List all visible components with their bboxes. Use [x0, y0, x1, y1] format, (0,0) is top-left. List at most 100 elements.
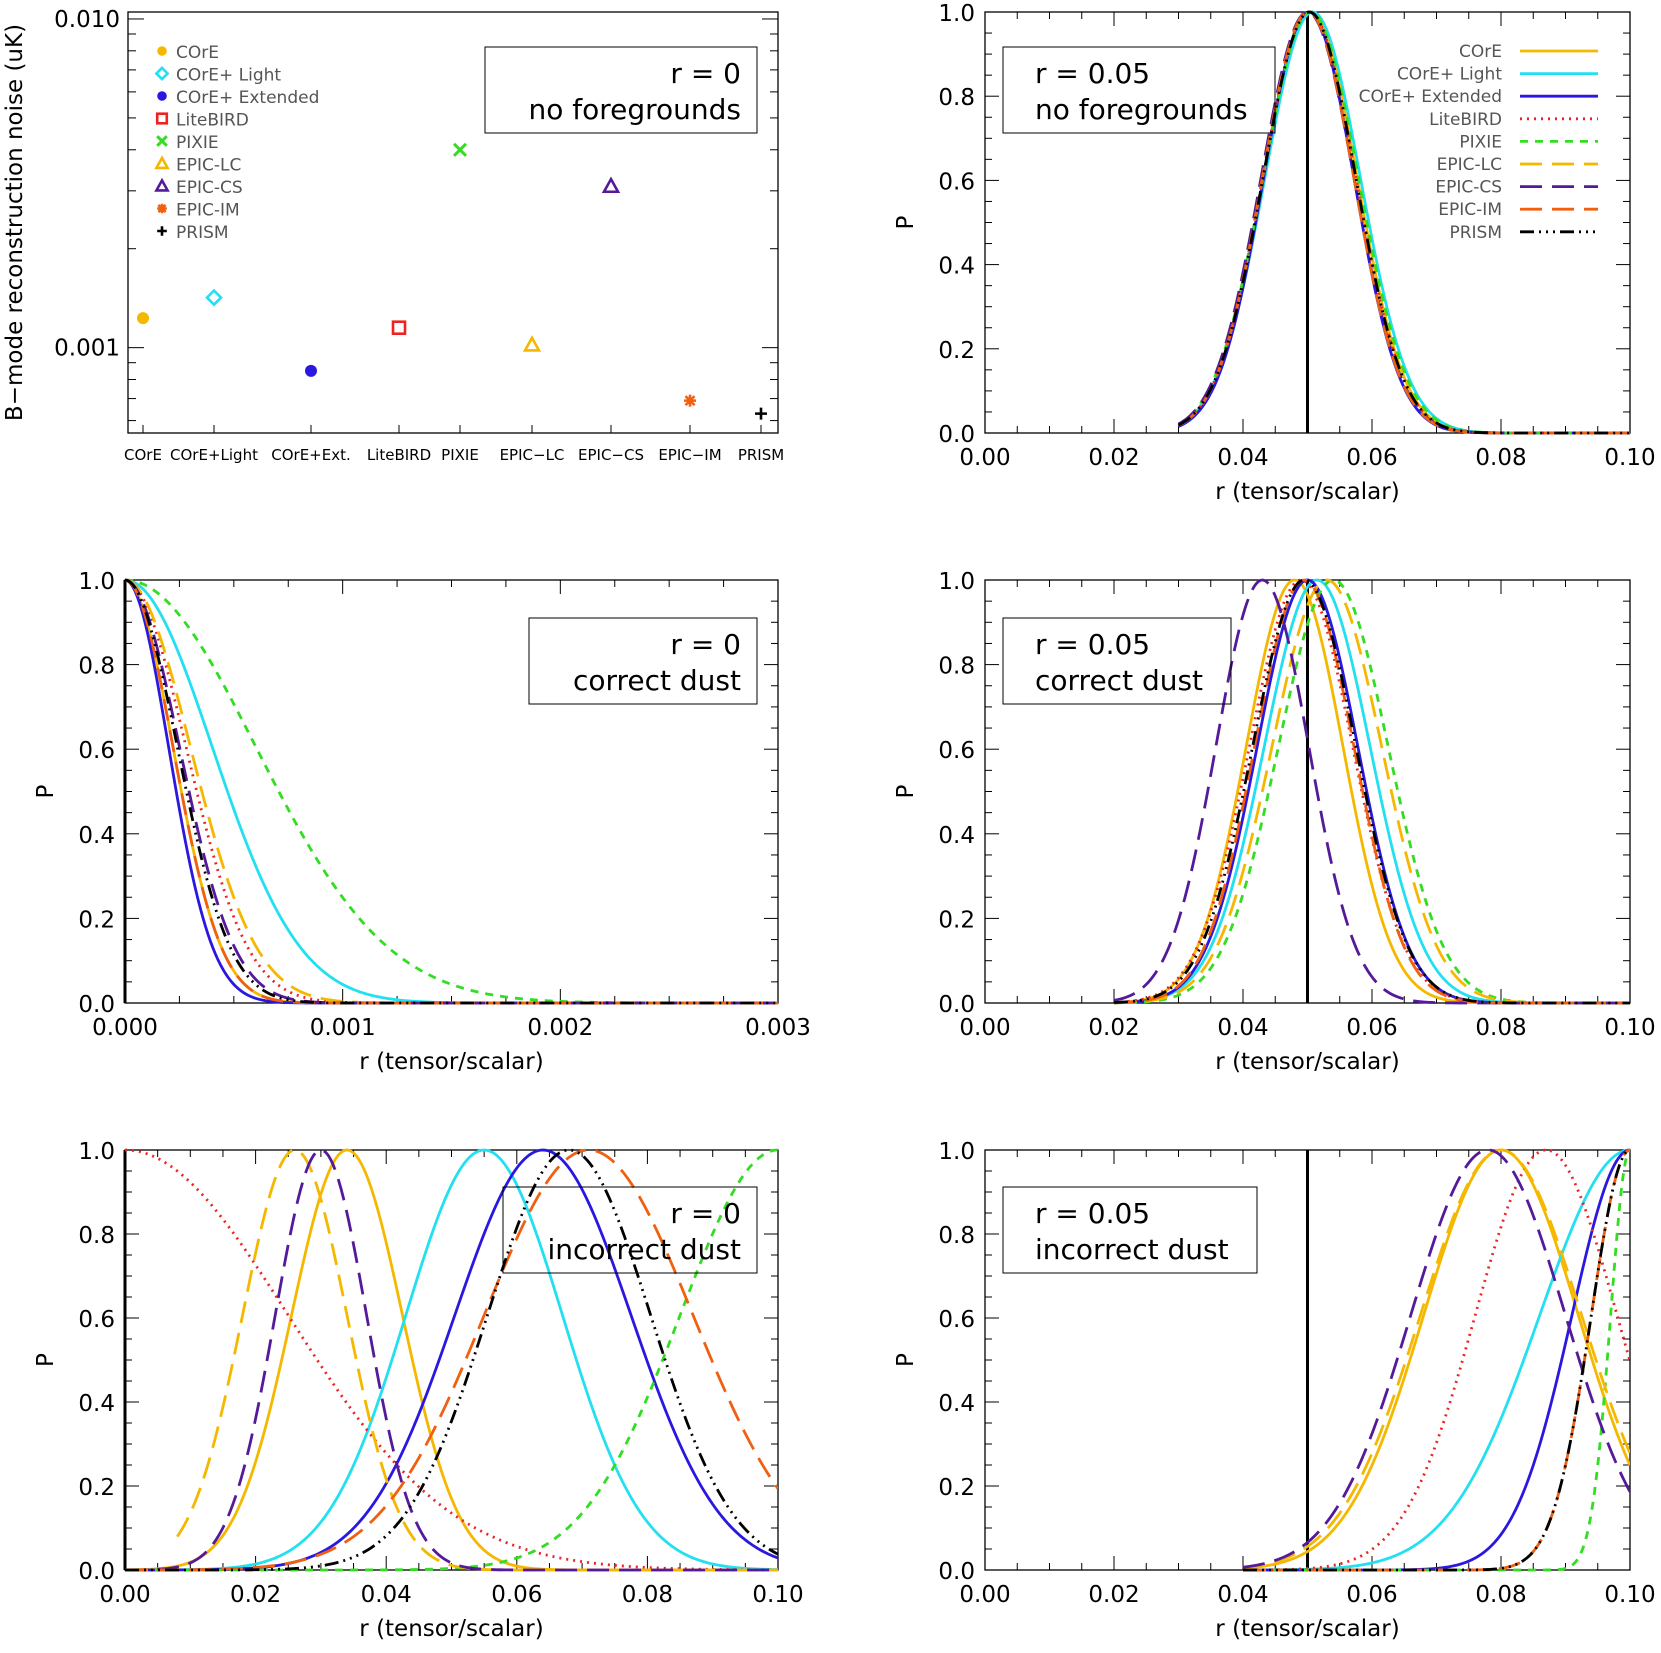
annotation-line-2: incorrect dust	[547, 1233, 741, 1266]
series-line-epic_im	[1113, 578, 1630, 1005]
annotation-line-1: r = 0	[670, 1197, 741, 1230]
marker-cross	[452, 142, 468, 157]
y-tick-label: 0.8	[938, 654, 975, 680]
x-tick-label: 0.00	[959, 1582, 1010, 1608]
legend-label-5: PIXIE	[176, 133, 219, 153]
category-label-5: PIXIE	[441, 446, 479, 464]
x-tick-label: 0.001	[310, 1015, 376, 1041]
annotation-line-2: correct dust	[573, 664, 741, 697]
series-group	[1242, 1148, 1630, 1572]
x-tick-label: 0.04	[1217, 1015, 1268, 1041]
legend-right-label-3: COrE+ Extended	[1359, 87, 1502, 107]
x-tick-label: 0.000	[92, 1015, 158, 1041]
data-point-9	[755, 407, 767, 420]
x-tick-label: 0.002	[527, 1015, 593, 1041]
legend-marker-1	[157, 46, 167, 56]
y-tick-label: 0.6	[78, 738, 115, 764]
legend-right-label-9: PRISM	[1449, 223, 1502, 243]
marker-circle	[157, 91, 167, 101]
legend-marker-3	[157, 91, 167, 101]
series-line-pixie	[1243, 1148, 1630, 1572]
legend-right-label-7: EPIC-CS	[1435, 178, 1502, 198]
y-tick-label: 1.0	[938, 1139, 975, 1165]
y-tick-label: 0.0	[938, 992, 975, 1018]
series-line-epic_lc	[176, 1148, 778, 1572]
series-line-prism	[1177, 10, 1630, 435]
data-point-7	[601, 176, 621, 194]
marker-triangle	[601, 176, 621, 194]
y-axis-title: P	[893, 1353, 919, 1367]
legend-right-label-4: LiteBIRD	[1429, 110, 1502, 130]
x-tick-label: 0.08	[1475, 1015, 1526, 1041]
series-group	[125, 1148, 778, 1572]
legend-right-label-5: PIXIE	[1459, 132, 1502, 152]
marker-asterisk	[684, 394, 696, 407]
legend-label-2: COrE+ Light	[176, 66, 281, 86]
marker-asterisk	[157, 203, 167, 214]
marker-plus	[157, 226, 167, 236]
category-label-8: EPIC−IM	[658, 446, 721, 464]
y-axis-title: P	[893, 784, 919, 798]
series-line-prism	[1113, 578, 1630, 1005]
legend-label-7: EPIC-CS	[176, 178, 243, 198]
legend-label-4: LiteBIRD	[176, 111, 249, 131]
data-point-8	[684, 394, 696, 407]
series-line-core_ext	[1113, 578, 1630, 1005]
legend-label-9: PRISM	[176, 223, 229, 243]
y-tick-label: 1.0	[938, 569, 975, 595]
y-tick-label: 0.4	[938, 254, 975, 280]
x-axis-title: r (tensor/scalar)	[359, 1616, 543, 1642]
series-line-prism	[125, 1148, 778, 1572]
marker-circle	[157, 46, 167, 56]
y-tick-label: 0.0	[938, 1559, 975, 1585]
x-tick-label: 0.06	[491, 1582, 542, 1608]
y-tick-label: 0.8	[78, 1223, 115, 1249]
marker-diamond	[205, 288, 223, 307]
annotation-line-2: incorrect dust	[1035, 1233, 1229, 1266]
legend-marker-6	[154, 155, 170, 170]
y-tick-label: 0.2	[938, 907, 975, 933]
y-tick-label: 0.4	[938, 823, 975, 849]
y-tick-label: 1.0	[78, 569, 115, 595]
y-tick-label: 0.6	[938, 738, 975, 764]
legend-right-label-2: COrE+ Light	[1397, 65, 1502, 85]
y-tick-label: 0.2	[938, 1475, 975, 1501]
y-axis-title: P	[33, 784, 59, 798]
data-point-5	[452, 142, 468, 157]
category-label-7: EPIC−CS	[578, 446, 644, 464]
series-line-prism	[1243, 1148, 1630, 1572]
x-tick-label: 0.10	[752, 1582, 803, 1608]
y-axis-title: P	[33, 1353, 59, 1367]
x-tick-label: 0.10	[1604, 445, 1655, 471]
series-line-litebird	[1243, 1148, 1630, 1572]
annotation-line-2: correct dust	[1035, 664, 1203, 697]
x-tick-label: 0.00	[959, 1015, 1010, 1041]
data-point-1	[137, 312, 149, 325]
y-tick-label: 1.0	[938, 1, 975, 27]
x-tick-label: 0.08	[1475, 445, 1526, 471]
annotation-box-3	[528, 617, 758, 705]
legend-right-label-6: EPIC-LC	[1437, 155, 1502, 175]
y-tick-label: 0.4	[78, 823, 115, 849]
series-group	[1177, 10, 1630, 435]
x-axis-title: r (tensor/scalar)	[1215, 1049, 1399, 1075]
y-tick-label: 0.2	[78, 907, 115, 933]
marker-circle	[137, 312, 149, 325]
marker-triangle	[522, 335, 542, 352]
y-tick-label: 0.2	[938, 338, 975, 364]
x-tick-label: 0.04	[1217, 1582, 1268, 1608]
x-axis-title: r (tensor/scalar)	[1215, 1616, 1399, 1642]
y-tick-label: 0.8	[78, 654, 115, 680]
x-tick-label: 0.10	[1604, 1015, 1655, 1041]
data-point-6	[522, 335, 542, 352]
x-tick-label: 0.06	[1346, 445, 1397, 471]
legend-marker-4	[155, 112, 169, 125]
x-tick-label: 0.06	[1346, 1015, 1397, 1041]
y-axis-title: B−mode reconstruction noise (uK)	[2, 24, 28, 421]
series-line-pixie	[1113, 578, 1630, 1005]
x-tick-label: 0.02	[1088, 1582, 1139, 1608]
series-line-epic_lc	[1113, 578, 1630, 1005]
legend-marker-2	[154, 66, 170, 81]
y-tick-label: 0.0	[78, 992, 115, 1018]
category-label-6: EPIC−LC	[500, 446, 565, 464]
